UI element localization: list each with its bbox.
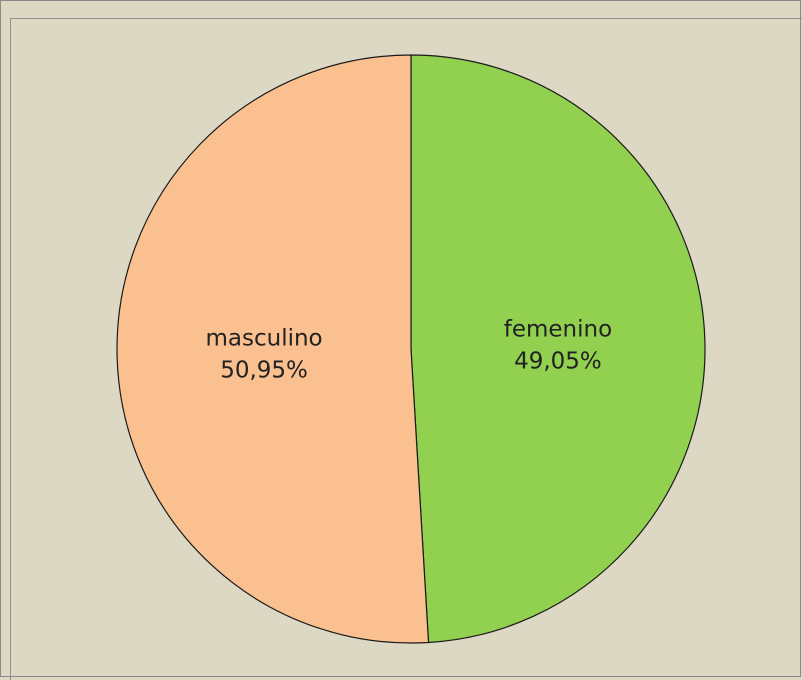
slice-category-label: femenino [504, 317, 612, 343]
slice-value-label: 50,95% [220, 357, 308, 383]
plot-frame [10, 18, 802, 680]
pie-slice-masculino [116, 54, 430, 644]
slice-value-label: 49,05% [514, 349, 602, 375]
slices [116, 54, 706, 644]
pie-slice-femenino [410, 54, 706, 644]
slice-category-label: masculino [205, 325, 322, 351]
slice-labels: femenino 49,05% masculino 50,95% [205, 317, 612, 384]
